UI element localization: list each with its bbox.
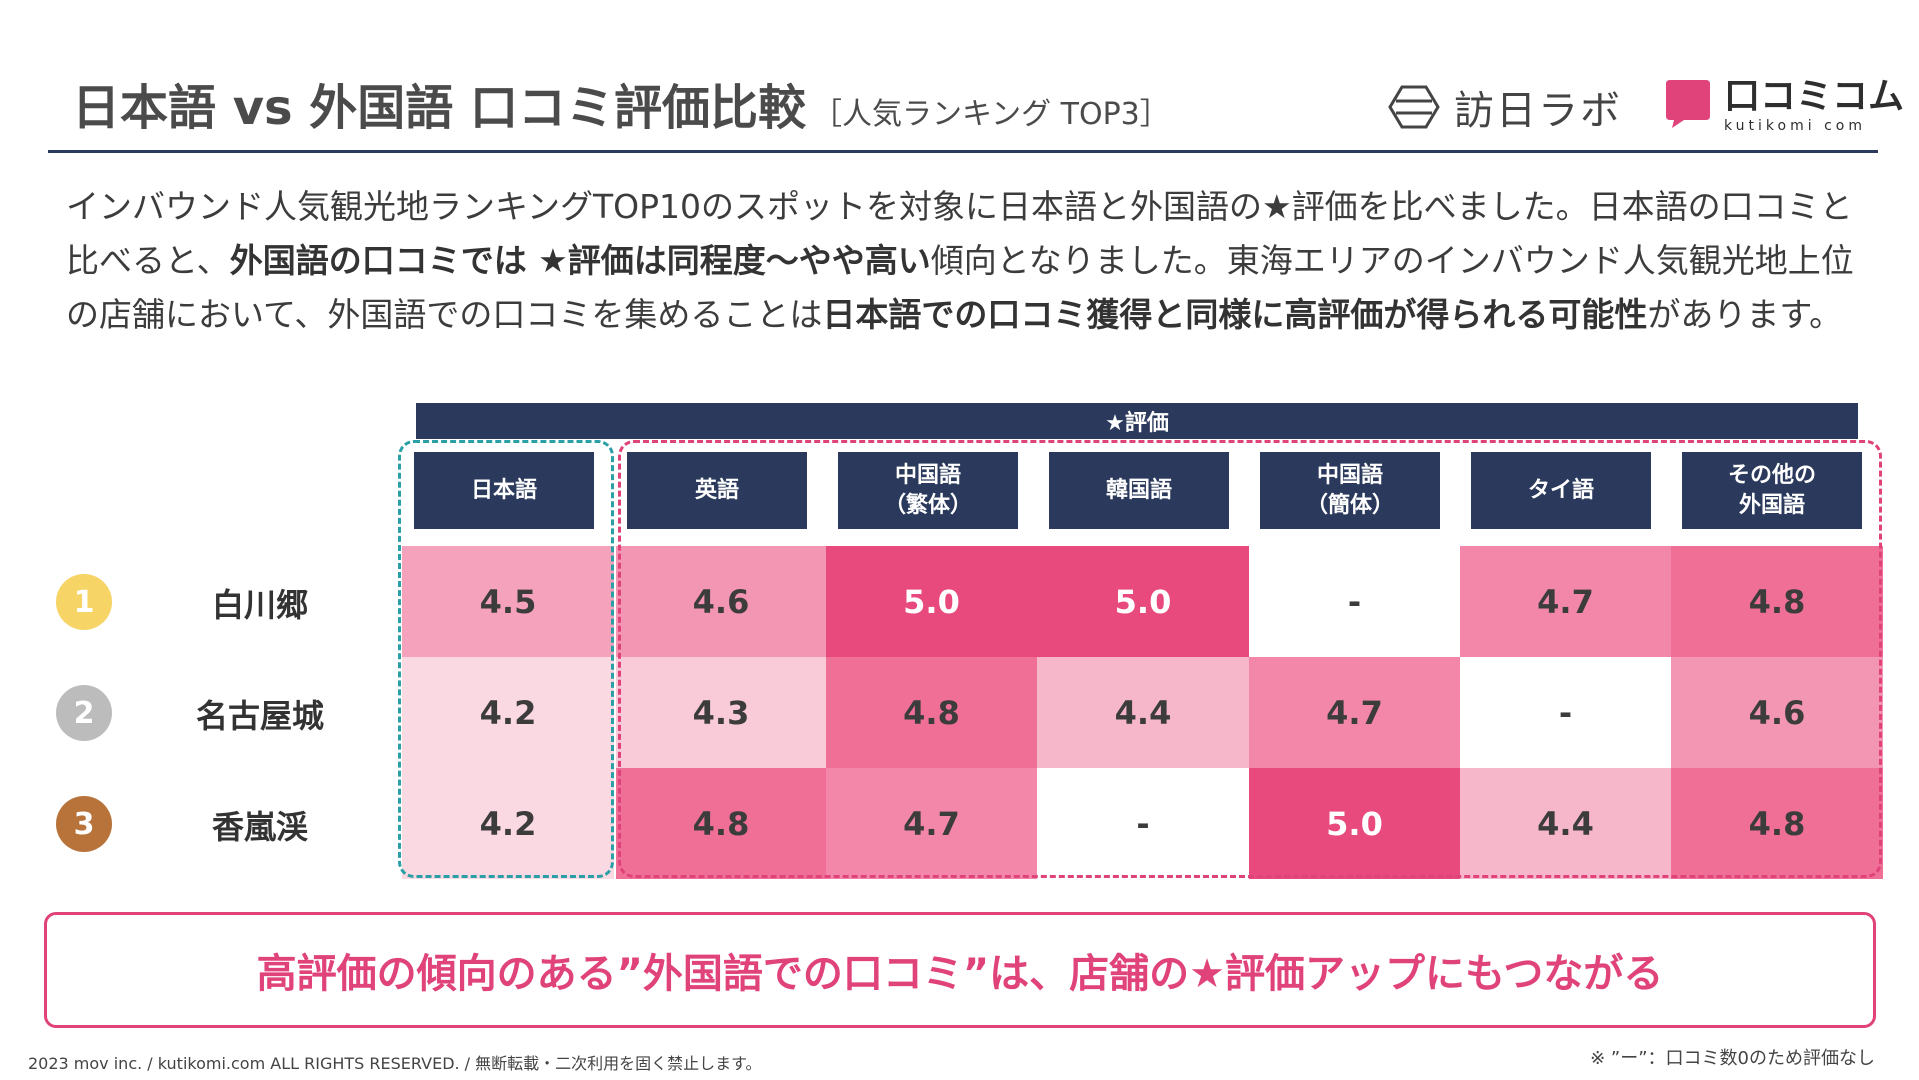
rating-cell: 4.2 [402, 768, 614, 879]
intro-text-2: 傾向となりました。東海エリアのインバウンド人気観光地上位の店舗において、外国語で… [66, 241, 1854, 334]
column-header: タイ語 [1471, 452, 1651, 529]
intro-text-1: インバウンド人気観光地ランキングTOP10のスポットを対象に日本語と外国語の★評… [66, 187, 1853, 280]
rating-cell: 4.8 [1671, 768, 1883, 879]
column-header: 日本語 [414, 452, 594, 529]
rank-badge: 2 [56, 685, 112, 741]
intro-bold-1: 外国語の口コミでは ★評価は同程度〜やや高い [229, 241, 931, 280]
intro-bold-2: 日本語での口コミ獲得と同様に高評価が得られる可能性 [822, 295, 1648, 334]
title-main: 日本語 vs 外国語 口コミ評価比較 [72, 80, 806, 136]
spot-name: 香嵐渓 [211, 808, 308, 846]
copyright: 2023 mov inc. / kutikomi.com ALL RIGHTS … [28, 1054, 762, 1073]
column-header: 英語 [627, 452, 807, 529]
column-header: 中国語 （繁体） [838, 452, 1018, 529]
rating-cell: - [1460, 657, 1671, 768]
rating-cell: 4.4 [1037, 657, 1249, 768]
rating-cell: 5.0 [1249, 768, 1460, 879]
rating-cell: 5.0 [826, 546, 1037, 657]
conclusion-callout: 高評価の傾向のある”外国語での口コミ”は、店舗の★評価アップにもつながる [44, 912, 1876, 1028]
houjin-labo-logo: 訪日ラボ [1388, 82, 1622, 134]
japanese-highlight-box [398, 440, 614, 878]
rating-cell: 4.6 [616, 546, 826, 657]
column-header: 韓国語 [1049, 452, 1229, 529]
spot-name: 名古屋城 [195, 697, 324, 735]
houjin-labo-logo-text: 訪日ラボ [1454, 88, 1622, 134]
rating-cell: 4.5 [402, 546, 614, 657]
rating-cell: 4.7 [1249, 657, 1460, 768]
kutikomi-logo-subtext: kutikomi com [1724, 118, 1866, 134]
rank-badge: 3 [56, 796, 112, 852]
kutikomi-logo-text: 口コミコム [1724, 76, 1905, 117]
rating-cell: 4.8 [826, 657, 1037, 768]
title-subtitle: ［人気ランキング TOP3］ [812, 97, 1170, 132]
hexagon-logo-icon [1388, 85, 1440, 129]
rating-cell: - [1037, 768, 1249, 879]
intro-paragraph: インバウンド人気観光地ランキングTOP10のスポットを対象に日本語と外国語の★評… [66, 180, 1866, 342]
rating-cell: 4.3 [616, 657, 826, 768]
star-rating-header: ★評価 [416, 403, 1858, 439]
rating-cell: 4.4 [1460, 768, 1671, 879]
speech-bubble-logo-icon [1666, 80, 1710, 128]
column-header: その他の 外国語 [1682, 452, 1862, 529]
footnote: ※ ”ー”：口コミ数0のため評価なし [1590, 1048, 1875, 1069]
rating-cell: 4.6 [1671, 657, 1883, 768]
rating-cell: 4.7 [826, 768, 1037, 879]
page-title: 日本語 vs 外国語 口コミ評価比較 ［人気ランキング TOP3］ [72, 68, 1170, 138]
rating-cell: 4.8 [1671, 546, 1883, 657]
header-divider [48, 150, 1878, 153]
rating-cell: 4.2 [402, 657, 614, 768]
column-header: 中国語 （簡体） [1260, 452, 1440, 529]
rating-cell: 4.7 [1460, 546, 1671, 657]
intro-text-3: があります。 [1647, 295, 1843, 334]
foreign-highlight-box [618, 440, 1882, 878]
rating-cell: 5.0 [1037, 546, 1249, 657]
rating-cell: 4.8 [616, 768, 826, 879]
rating-cell: - [1249, 546, 1460, 657]
spot-name: 白川郷 [211, 586, 308, 624]
kutikomi-logo: 口コミコム kutikomi com [1664, 78, 1904, 138]
rank-badge: 1 [56, 574, 112, 630]
